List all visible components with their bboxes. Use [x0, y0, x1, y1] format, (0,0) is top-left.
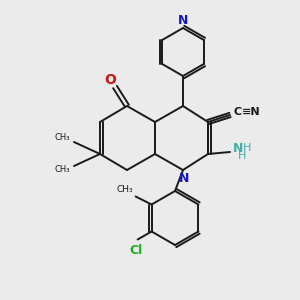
Text: ≡N: ≡N — [242, 107, 261, 117]
Text: C: C — [234, 107, 242, 117]
Text: O: O — [104, 73, 116, 87]
Text: Cl: Cl — [129, 244, 142, 256]
Text: H: H — [243, 143, 251, 153]
Text: N: N — [179, 172, 189, 184]
Text: CH₃: CH₃ — [55, 166, 70, 175]
Text: N: N — [233, 142, 243, 154]
Text: CH₃: CH₃ — [55, 134, 70, 142]
Text: CH₃: CH₃ — [117, 185, 134, 194]
Text: H: H — [238, 151, 246, 161]
Text: N: N — [178, 14, 188, 28]
